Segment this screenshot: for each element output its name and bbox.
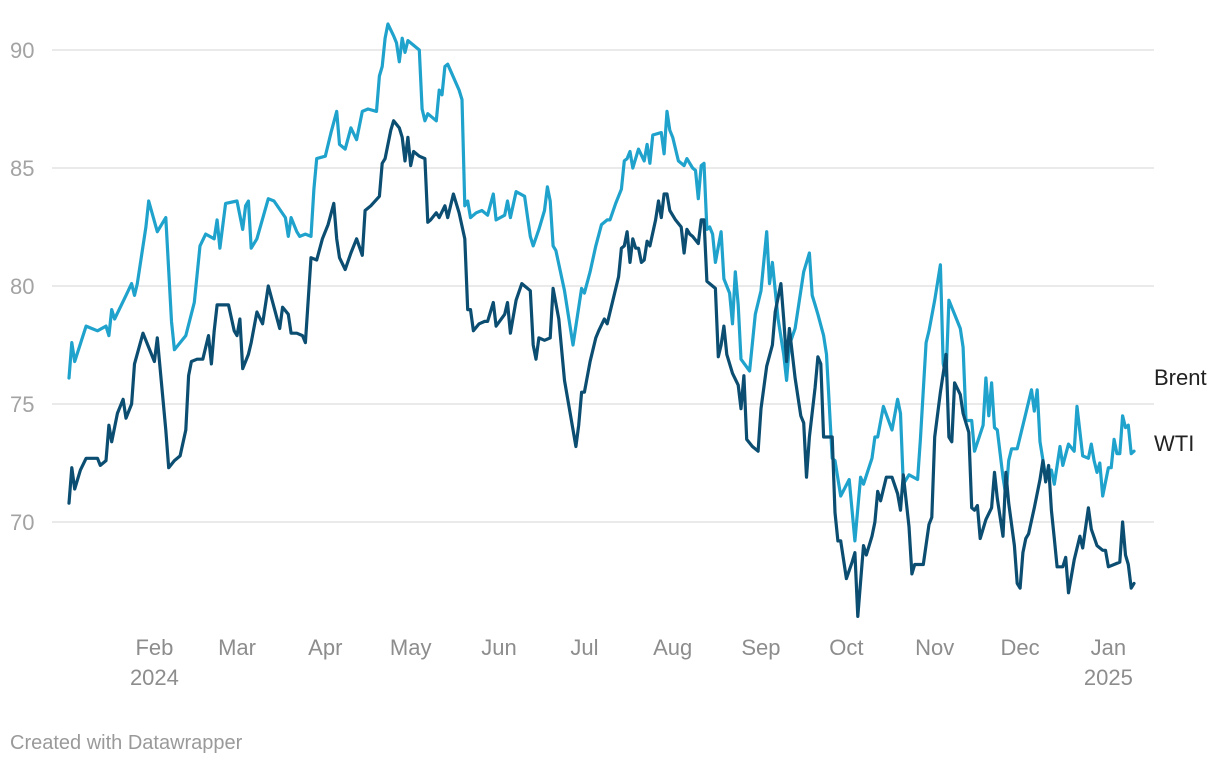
x-tick-label: Aug [653,635,692,660]
x-tick-label: Sep [741,635,780,660]
y-tick-label: 70 [10,510,34,535]
x-tick-label: Jul [570,635,598,660]
x-tick-label: Jan [1091,635,1126,660]
series-labels: Brent WTI [1154,365,1207,456]
series-line-wti [67,119,1136,618]
series-label-wti: WTI [1154,431,1194,456]
x-tick-label: Jun [481,635,516,660]
y-axis-ticks: 70 75 80 85 90 [10,38,34,535]
x-tick-label: Dec [1001,635,1040,660]
series-label-brent: Brent [1154,365,1207,390]
x-tick-label: Nov [915,635,954,660]
x-tick-label: Feb [135,635,173,660]
x-tick-label: Oct [829,635,863,660]
series-line-brent [67,22,1136,543]
credit-text: Created with Datawrapper [10,732,243,754]
x-tick-year-label: 2024 [130,665,179,690]
y-tick-label: 90 [10,38,34,63]
x-tick-year-label: 2025 [1084,665,1133,690]
x-tick-label: Mar [218,635,256,660]
y-tick-label: 85 [10,156,34,181]
y-tick-label: 80 [10,274,34,299]
x-axis-ticks: Feb 2024 Mar Apr May Jun Jul Aug Sep Oct Nov Dec Jan… [130,635,1133,690]
x-tick-label: Apr [308,635,342,660]
series-lines [67,22,1136,618]
y-tick-label: 75 [10,392,34,417]
x-tick-label: May [390,635,432,660]
gridlines [52,49,1154,523]
